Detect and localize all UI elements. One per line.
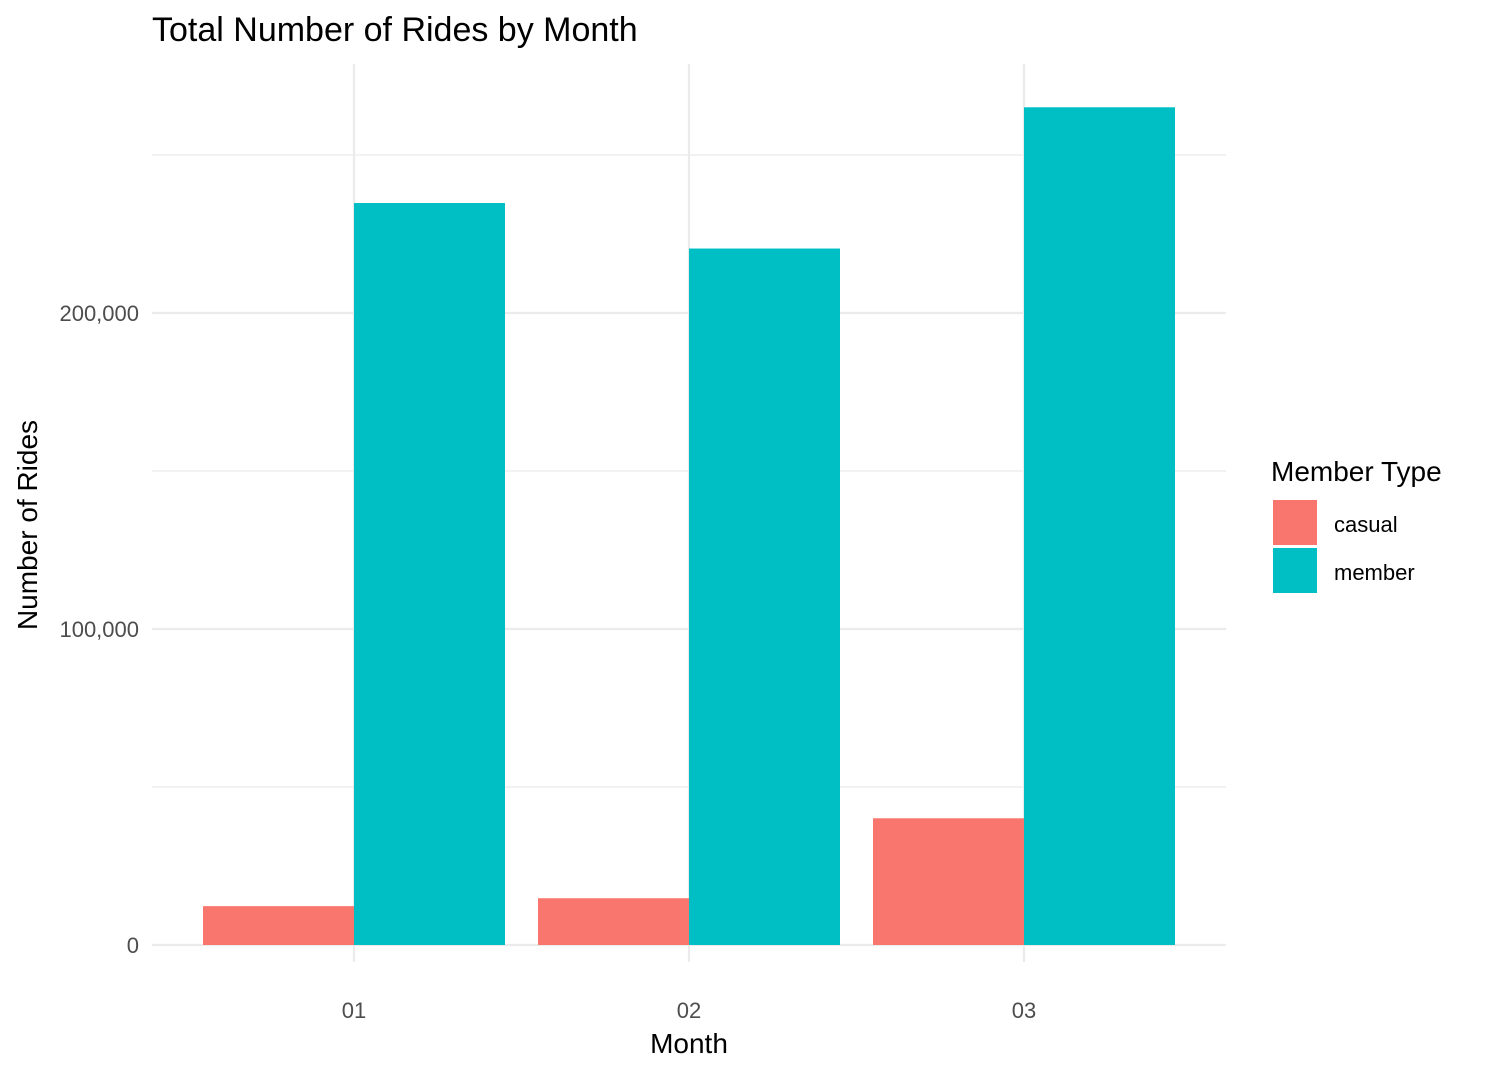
y-tick-label: 0 [127, 933, 139, 958]
y-axis-title: Number of Rides [12, 420, 43, 630]
bars [203, 107, 1175, 946]
bar-casual-03 [873, 818, 1024, 945]
x-tick-label: 03 [1012, 998, 1036, 1023]
legend-title: Member Type [1271, 456, 1442, 487]
x-tick-label: 01 [342, 998, 366, 1023]
legend-swatch-casual [1273, 500, 1317, 545]
y-tick-label: 200,000 [59, 301, 139, 326]
legend-label-member: member [1334, 560, 1415, 585]
x-axis-ticks: 01 02 03 [342, 998, 1036, 1023]
bar-casual-01 [203, 906, 354, 945]
x-axis-title: Month [650, 1028, 728, 1059]
chart-title: Total Number of Rides by Month [152, 11, 638, 49]
legend-swatch-member [1273, 548, 1317, 593]
bar-member-02 [689, 248, 840, 945]
legend-label-casual: casual [1334, 512, 1398, 537]
bar-casual-02 [538, 898, 689, 945]
legend: Member Type casual member [1271, 456, 1442, 593]
bar-member-03 [1024, 107, 1175, 945]
y-axis-ticks: 0 100,000 200,000 [59, 301, 139, 958]
bar-member-01 [354, 203, 505, 946]
x-tick-label: 02 [677, 998, 701, 1023]
y-tick-label: 100,000 [59, 617, 139, 642]
